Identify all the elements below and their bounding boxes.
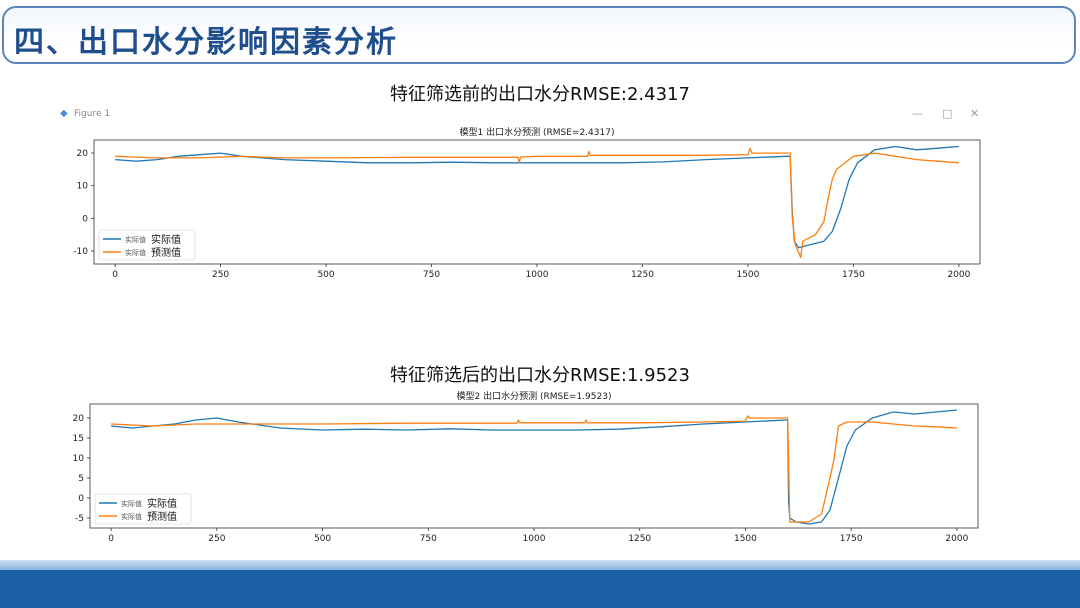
chart2-legend bbox=[94, 493, 192, 525]
chart1-legend-prefix: 实际值 bbox=[125, 235, 146, 244]
chart1-legend-prefix: 实际值 bbox=[125, 248, 146, 257]
chart2-ytick-label: 10 bbox=[73, 454, 85, 464]
chart1-title: 模型1 出口水分预测 (RMSE=2.4317) bbox=[460, 126, 615, 138]
chart2-legend-prefix: 实际值 bbox=[121, 499, 142, 508]
chart1-xtick-label: 750 bbox=[423, 270, 440, 280]
chart1-xtick-label: 1750 bbox=[842, 270, 865, 280]
chart-model1: 模型1 出口水分预测 (RMSE=2.4317) 0 250 500 750 1000 12… bbox=[73, 126, 981, 280]
chart2-plot-area bbox=[89, 403, 979, 529]
chart2-xtick-label: 0 bbox=[108, 534, 114, 544]
chart2-xtick-label: 500 bbox=[314, 534, 331, 544]
chart1-legend-label: 预测值 bbox=[151, 246, 181, 259]
chart1-xtick-label: 0 bbox=[112, 270, 118, 280]
chart2-series-actual-line bbox=[111, 409, 957, 525]
chart1-series-actual-line bbox=[115, 145, 959, 249]
chart1-xtick-label: 500 bbox=[317, 270, 334, 280]
title-bar: 四、出口水分影响因素分析 bbox=[2, 6, 1076, 64]
chart2-legend-label: 预测值 bbox=[147, 510, 177, 523]
minimize-icon[interactable]: — bbox=[912, 107, 923, 120]
chart1-legend-label: 实际值 bbox=[151, 233, 181, 246]
chart2-xtick-label: 1500 bbox=[734, 534, 757, 544]
chart2-legend-prefix: 实际值 bbox=[121, 512, 142, 521]
chart1-legend bbox=[98, 229, 196, 261]
figure-window-label: Figure 1 bbox=[74, 109, 111, 119]
chart2-xtick-label: 750 bbox=[420, 534, 437, 544]
chart1-xtick-label: 2000 bbox=[947, 270, 970, 280]
figure-icon: ◆ bbox=[60, 108, 68, 119]
chart1-ytick-label: -10 bbox=[73, 247, 88, 257]
chart2-ytick-label: 5 bbox=[78, 474, 84, 484]
chart2-ytick-label: 0 bbox=[78, 494, 84, 504]
chart1-xtick-label: 1000 bbox=[526, 270, 549, 280]
chart1-xtick-label: 1250 bbox=[631, 270, 654, 280]
chart2-title: 模型2 出口水分预测 (RMSE=1.9523) bbox=[457, 390, 612, 402]
chart2-legend-label: 实际值 bbox=[147, 497, 177, 510]
footer-band-light bbox=[0, 560, 1080, 572]
chart2-series-predicted-line bbox=[111, 415, 957, 523]
chart2-xtick-label: 1000 bbox=[523, 534, 546, 544]
chart2-ytick-label: -5 bbox=[75, 514, 84, 524]
chart1-series-predicted-line bbox=[115, 147, 959, 259]
chart1-xtick-label: 1500 bbox=[736, 270, 759, 280]
chart1-plot-area bbox=[93, 139, 981, 265]
chart2-ytick-label: 20 bbox=[73, 414, 85, 424]
chart2-caption: 特征筛选后的出口水分RMSE:1.9523 bbox=[390, 365, 690, 386]
chart2-ytick-label: 15 bbox=[73, 434, 84, 444]
chart-model2: 模型2 出口水分预测 (RMSE=1.9523) 0 250 500 750 1000 12… bbox=[73, 390, 979, 544]
chart2-xtick-label: 2000 bbox=[945, 534, 968, 544]
footer-band bbox=[0, 570, 1080, 608]
chart1-xtick-label: 250 bbox=[212, 270, 229, 280]
figure-window-header: ◆ Figure 1 — □ ✕ bbox=[60, 106, 990, 124]
chart1-ytick-label: 20 bbox=[77, 149, 89, 159]
chart2-xtick-label: 1750 bbox=[840, 534, 863, 544]
chart2-xtick-label: 1250 bbox=[628, 534, 651, 544]
maximize-icon[interactable]: □ bbox=[942, 107, 953, 120]
chart1-caption: 特征筛选前的出口水分RMSE:2.4317 bbox=[390, 84, 690, 105]
page-title: 四、出口水分影响因素分析 bbox=[14, 25, 398, 60]
chart1-ytick-label: 0 bbox=[82, 214, 88, 224]
chart1-ytick-label: 10 bbox=[77, 182, 89, 192]
close-icon[interactable]: ✕ bbox=[970, 107, 980, 120]
chart2-xtick-label: 250 bbox=[208, 534, 225, 544]
